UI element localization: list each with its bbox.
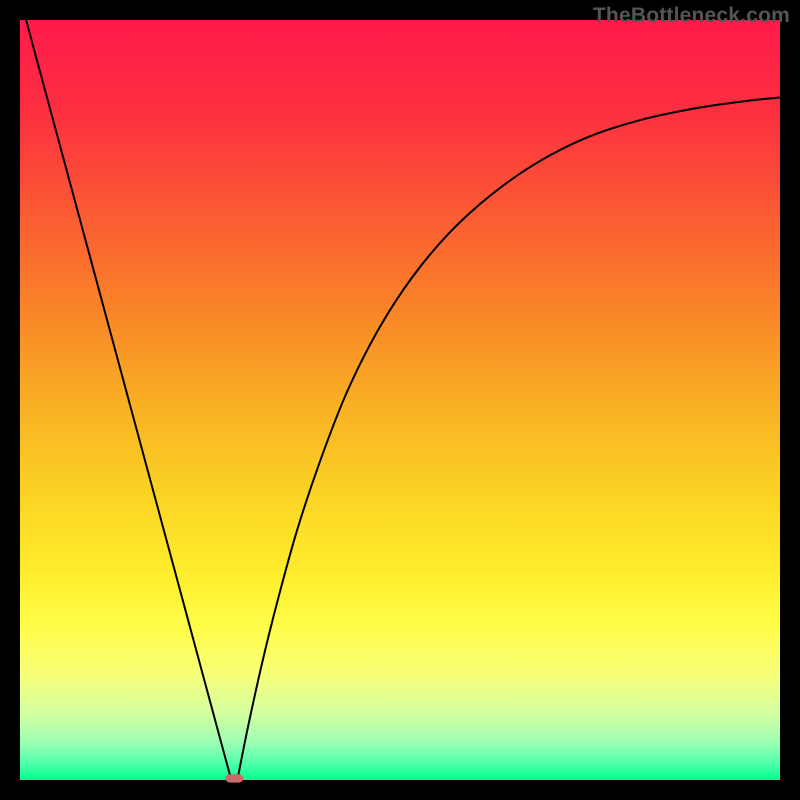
watermark-text: TheBottleneck.com (593, 4, 790, 28)
chart-background-gradient (20, 20, 780, 780)
marker-group (225, 774, 243, 782)
chart-container: TheBottleneck.com (0, 0, 800, 800)
bottleneck-chart (0, 0, 800, 800)
trough-marker (225, 774, 243, 782)
